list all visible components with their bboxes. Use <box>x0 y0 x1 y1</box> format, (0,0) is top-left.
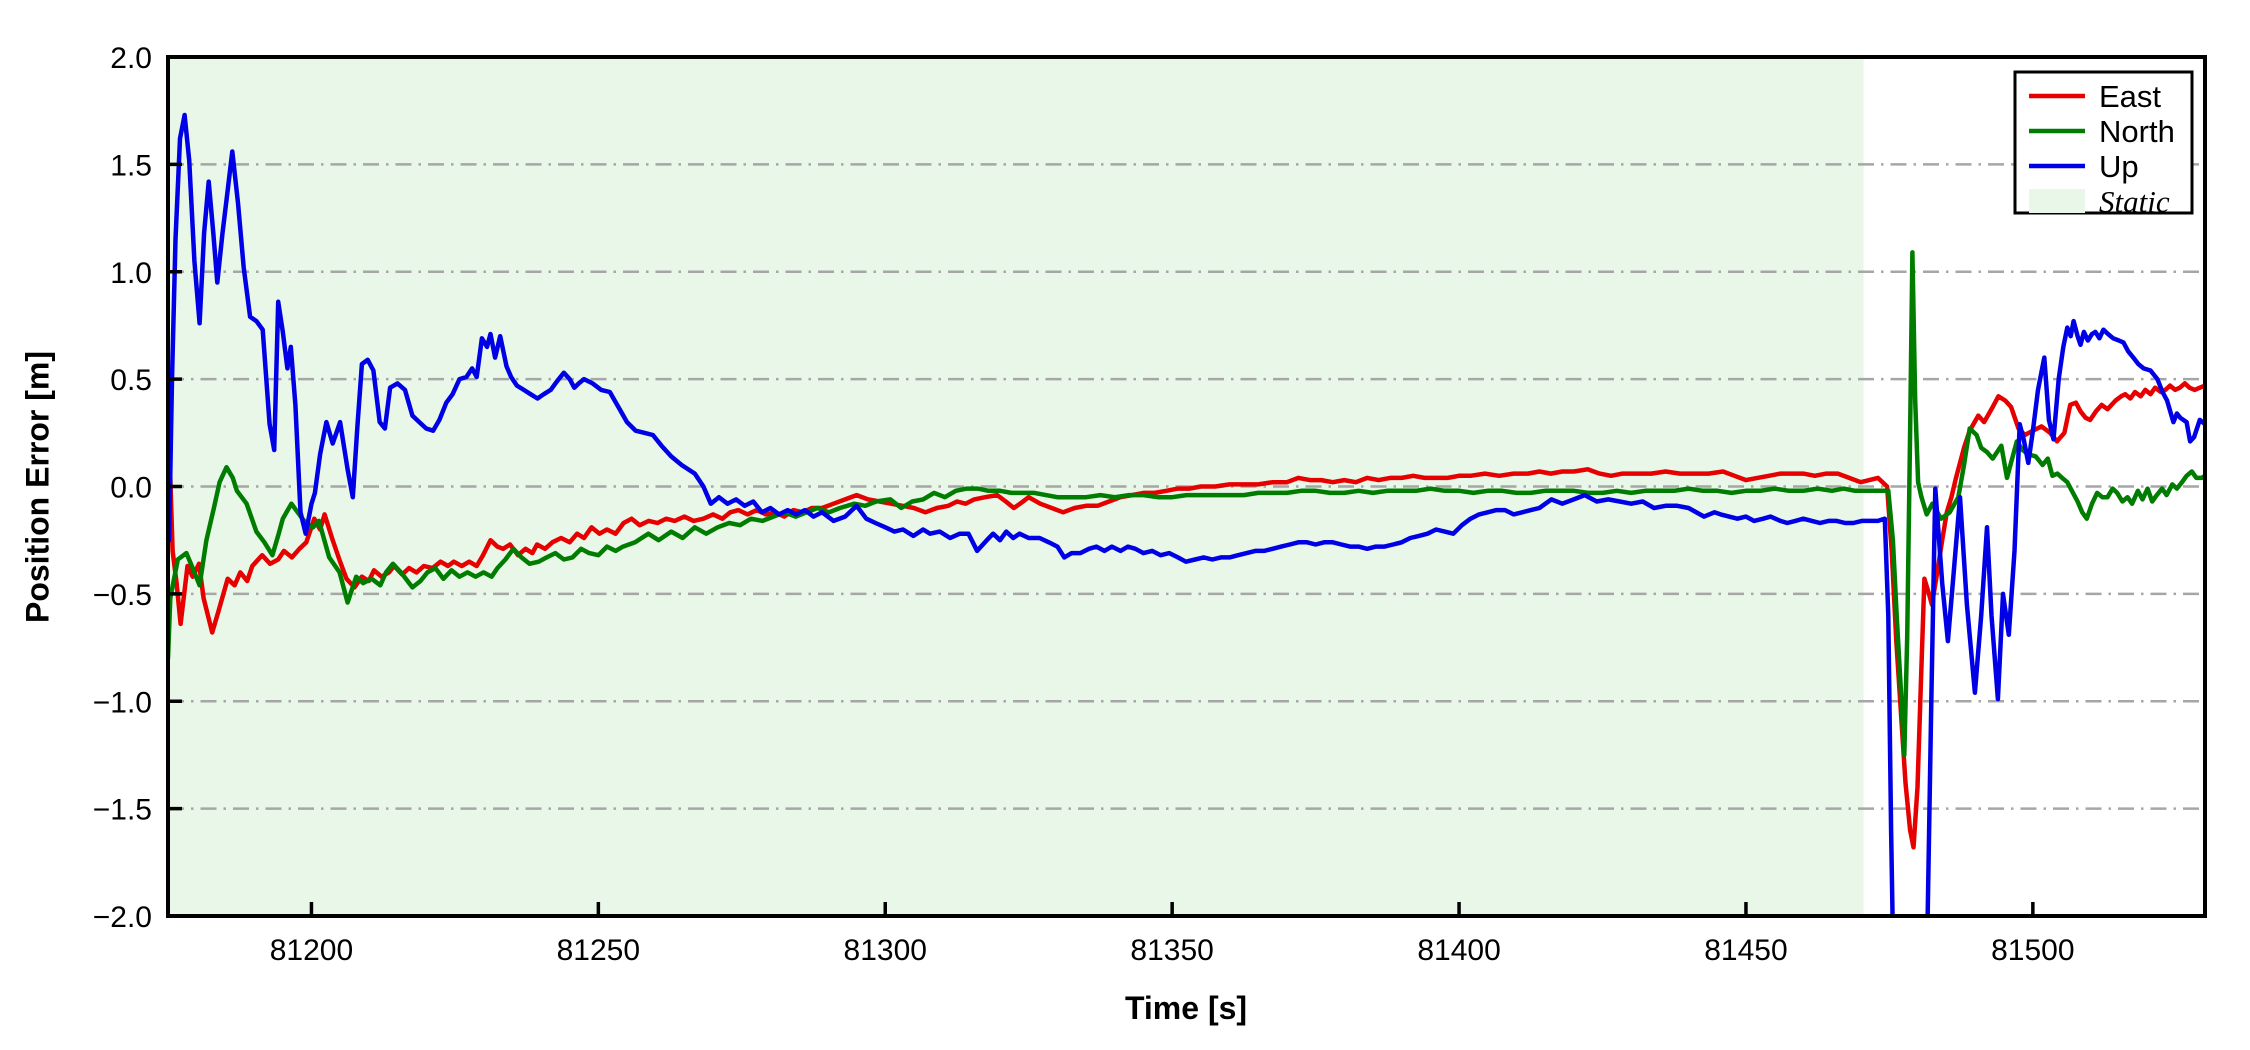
y-tick-label: −2.0 <box>93 901 152 934</box>
y-tick-label: −1.5 <box>93 794 152 827</box>
x-tick-label: 81400 <box>1417 934 1500 967</box>
y-tick-label: 0.5 <box>110 364 152 397</box>
y-tick-label: 2.0 <box>110 42 152 75</box>
x-tick-label: 81300 <box>844 934 927 967</box>
legend-east-label: East <box>2099 79 2161 114</box>
legend-static-swatch <box>2029 189 2085 213</box>
y-axis-label: Position Error [m] <box>19 350 56 624</box>
y-tick-label: −1.0 <box>93 686 152 719</box>
x-tick-label: 81200 <box>270 934 353 967</box>
x-axis-label: Time [s] <box>1124 990 1248 1026</box>
x-tick-label: 81250 <box>557 934 640 967</box>
legend-up-label: Up <box>2099 149 2139 184</box>
x-tick-label: 81500 <box>1991 934 2074 967</box>
legend-static-label: Static <box>2099 184 2170 219</box>
x-tick-label: 81450 <box>1704 934 1787 967</box>
y-tick-label: 0.0 <box>110 472 152 505</box>
legend-north-label: North <box>2099 114 2175 149</box>
y-tick-label: 1.5 <box>110 149 152 182</box>
up-line <box>168 112 2205 916</box>
y-tick-label: −0.5 <box>93 579 152 612</box>
x-tick-label: 81350 <box>1130 934 1213 967</box>
series-group <box>168 112 2205 916</box>
y-tick-label: 1.0 <box>110 257 152 290</box>
